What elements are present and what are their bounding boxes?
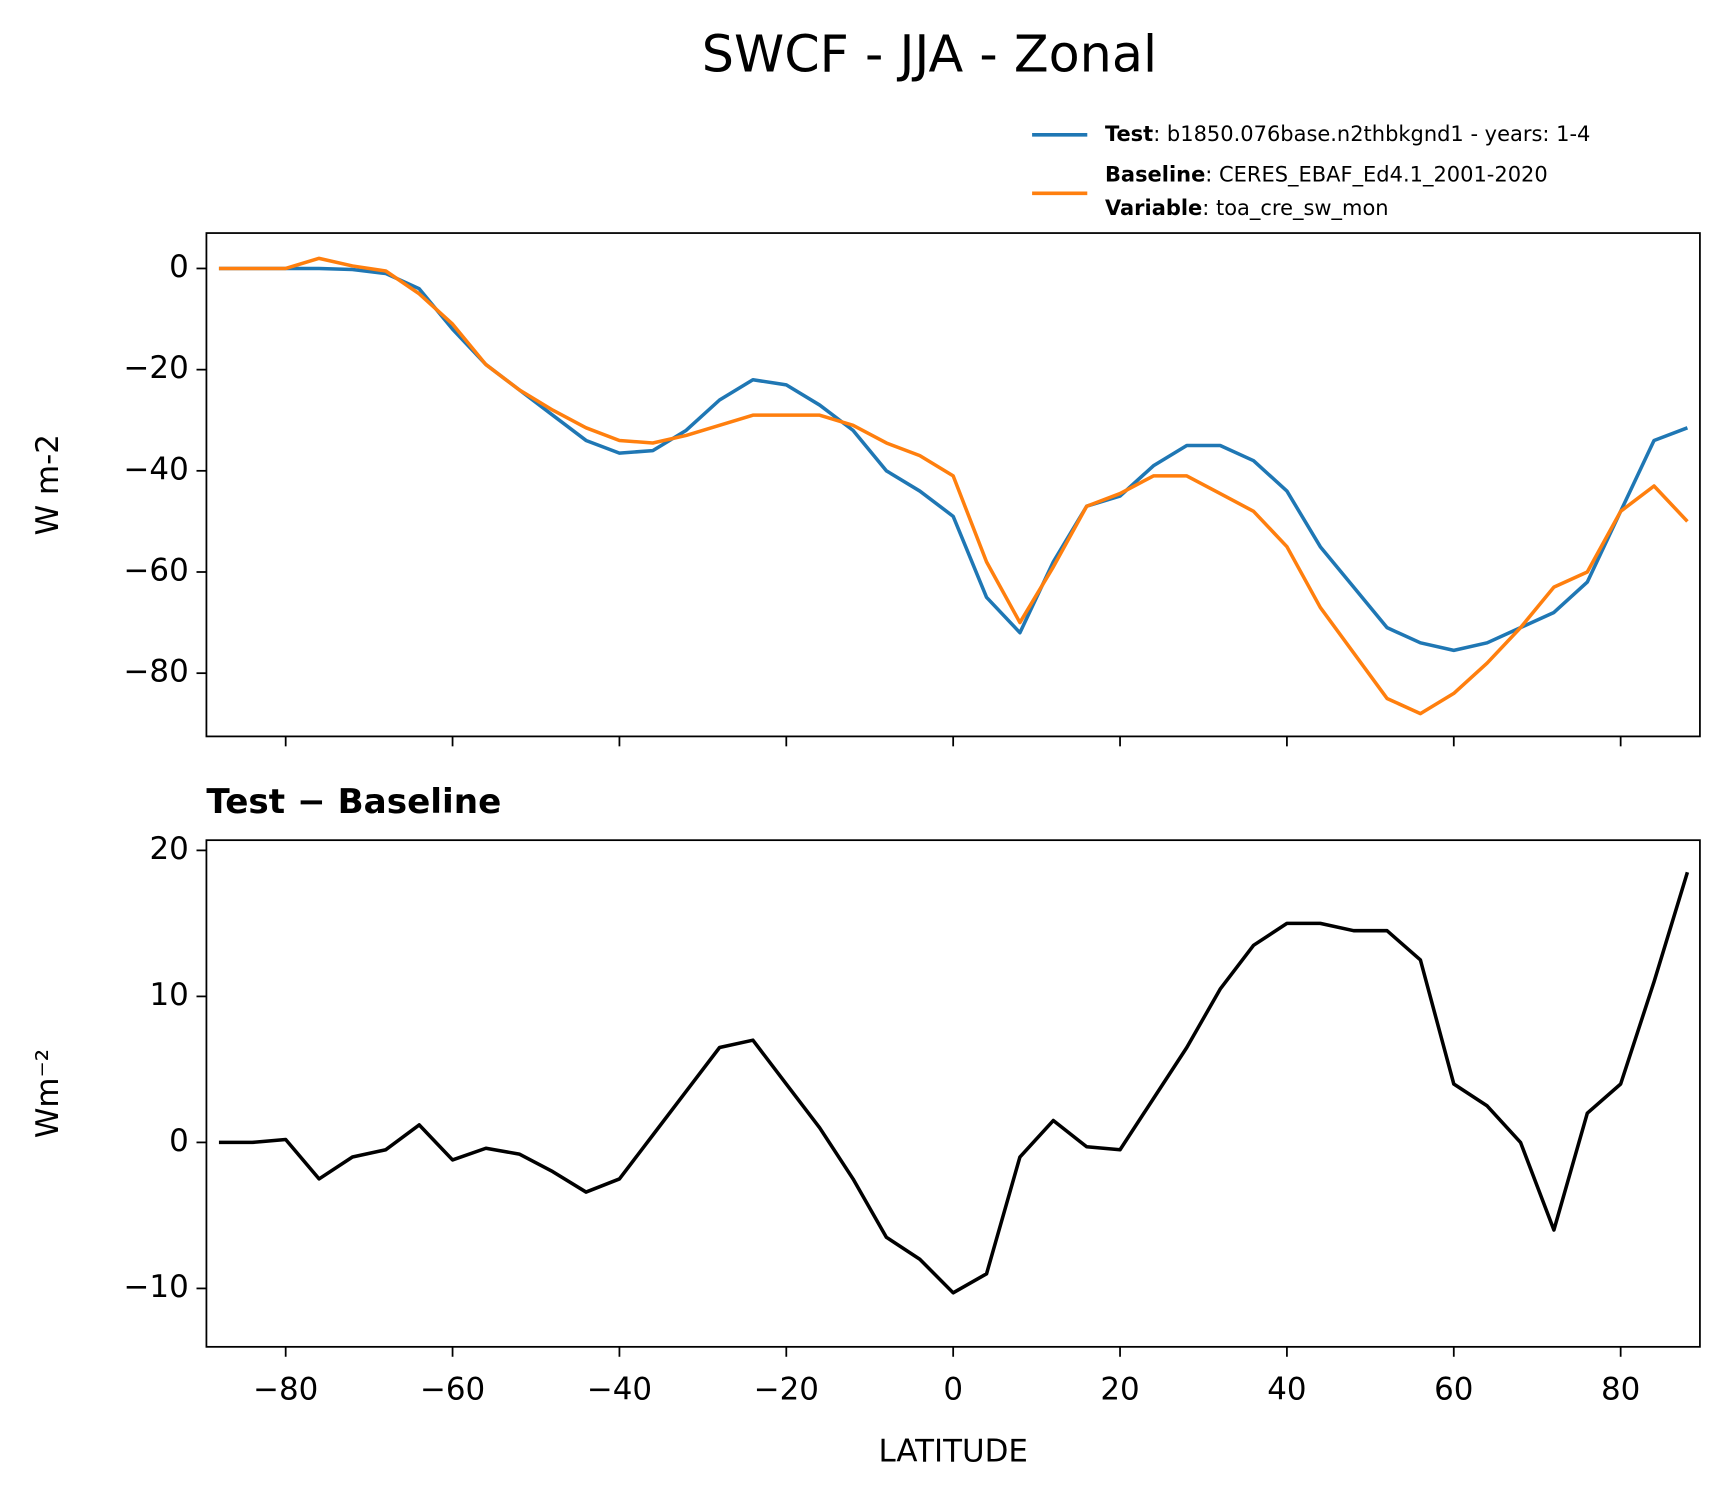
y-tick-label: −80: [124, 654, 189, 690]
legend-name: Baseline: [1105, 163, 1205, 187]
legend-text: : b1850.076base.n2thbkgnd1 - years: 1-4: [1153, 122, 1590, 146]
axes-frame: [205, 839, 1701, 1348]
y-tick-label: −40: [124, 451, 189, 487]
y-tick-label: −60: [124, 552, 189, 588]
y-axis-label: W m-2: [30, 434, 66, 535]
data-line: [218, 266, 1689, 653]
y-tick-label: −10: [124, 1269, 189, 1305]
chart-title: Test − Baseline: [206, 782, 501, 822]
data-line: [218, 871, 1690, 1295]
x-tick-label: 20: [1100, 1371, 1139, 1407]
x-tick-label: −20: [754, 1371, 819, 1407]
x-tick-label: 40: [1267, 1371, 1306, 1407]
x-tick-label: 0: [943, 1371, 963, 1407]
x-tick-label: 60: [1434, 1371, 1473, 1407]
y-tick-label: 0: [169, 1123, 189, 1159]
y-tick-label: 10: [149, 977, 188, 1013]
x-tick-label: −80: [253, 1371, 318, 1407]
x-tick-label: −60: [420, 1371, 485, 1407]
legend-entry: Test: b1850.076base.n2thbkgnd1 - years: …: [1105, 122, 1590, 146]
legend-entry: Baseline: CERES_EBAF_Ed4.1_2001-2020: [1105, 163, 1548, 188]
legend-name: Variable: [1105, 196, 1202, 220]
legend-text: : toa_cre_sw_mon: [1202, 196, 1388, 221]
y-axis-label: Wm⁻²: [30, 1049, 66, 1138]
y-tick-label: 20: [149, 831, 188, 867]
x-tick-label: −40: [587, 1371, 652, 1407]
y-tick-label: 0: [169, 249, 189, 285]
data-line: [218, 256, 1689, 716]
chart-title: SWCF - JJA - Zonal: [702, 25, 1157, 84]
legend-text: : CERES_EBAF_Ed4.1_2001-2020: [1205, 163, 1547, 188]
axes-frame: [205, 232, 1701, 738]
x-tick-label: 80: [1601, 1371, 1640, 1407]
y-tick-label: −20: [124, 350, 189, 386]
legend-name: Test: [1105, 122, 1153, 146]
legend-entry: Variable: toa_cre_sw_mon: [1105, 196, 1389, 221]
x-axis-label: LATITUDE: [878, 1433, 1027, 1469]
